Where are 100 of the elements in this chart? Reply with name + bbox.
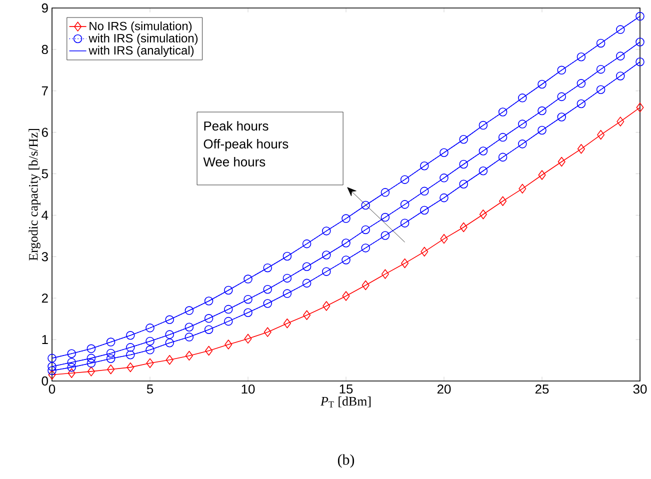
point bbox=[126, 350, 135, 360]
point bbox=[263, 285, 272, 294]
point bbox=[440, 174, 448, 182]
point bbox=[146, 324, 154, 332]
point bbox=[381, 269, 389, 279]
point bbox=[498, 132, 508, 142]
point bbox=[263, 299, 272, 308]
point bbox=[636, 102, 644, 112]
point bbox=[440, 234, 448, 244]
point bbox=[479, 210, 487, 220]
point bbox=[420, 206, 429, 215]
point bbox=[146, 346, 154, 354]
point bbox=[636, 12, 644, 21]
point bbox=[420, 246, 428, 257]
point bbox=[518, 140, 527, 148]
point bbox=[557, 112, 566, 122]
point bbox=[440, 193, 448, 202]
point bbox=[263, 263, 272, 272]
point bbox=[322, 250, 331, 260]
point bbox=[401, 258, 409, 268]
point bbox=[67, 349, 76, 358]
point bbox=[459, 134, 468, 144]
x-tick-label: 30 bbox=[633, 384, 647, 394]
point bbox=[518, 120, 527, 128]
point bbox=[166, 354, 174, 365]
point bbox=[165, 338, 174, 348]
point bbox=[380, 188, 390, 197]
point bbox=[146, 336, 154, 346]
point bbox=[557, 92, 566, 102]
y-tick-label: 2 bbox=[42, 294, 48, 303]
point bbox=[518, 184, 526, 194]
x-tick-label: 25 bbox=[535, 384, 549, 394]
point bbox=[538, 126, 546, 135]
legend-label: with IRS (analytical) bbox=[88, 46, 194, 57]
point bbox=[67, 362, 76, 372]
point bbox=[616, 52, 625, 60]
point bbox=[184, 322, 194, 332]
point bbox=[86, 358, 96, 368]
point bbox=[322, 267, 331, 276]
annotation: Peak hours bbox=[204, 121, 268, 131]
point bbox=[342, 291, 350, 301]
point bbox=[48, 370, 56, 380]
point bbox=[322, 301, 330, 311]
point bbox=[636, 38, 644, 46]
point bbox=[107, 364, 115, 374]
point bbox=[165, 315, 174, 324]
y-tick-label: 4 bbox=[42, 210, 48, 220]
point bbox=[205, 346, 213, 356]
point bbox=[636, 57, 644, 66]
point bbox=[380, 212, 390, 222]
point bbox=[302, 262, 312, 271]
point bbox=[264, 327, 272, 337]
annotation: Off-peak hours bbox=[204, 139, 288, 152]
point bbox=[244, 294, 252, 304]
y-tick-label: 9 bbox=[42, 3, 48, 13]
y-tick-label: 5 bbox=[42, 169, 48, 178]
point bbox=[400, 200, 410, 209]
point bbox=[322, 226, 331, 236]
point bbox=[184, 306, 194, 315]
point bbox=[244, 334, 252, 344]
point bbox=[146, 358, 154, 368]
point bbox=[224, 286, 233, 295]
point bbox=[48, 354, 56, 363]
point bbox=[302, 278, 312, 288]
point bbox=[204, 314, 214, 323]
x-tick-label: 10 bbox=[242, 384, 255, 394]
point bbox=[165, 330, 174, 339]
y-tick-label: 3 bbox=[42, 252, 48, 262]
y-tick-label: 1 bbox=[42, 335, 48, 344]
point bbox=[67, 358, 76, 367]
point bbox=[577, 144, 585, 154]
point bbox=[596, 64, 606, 74]
point bbox=[400, 218, 410, 228]
point bbox=[576, 99, 586, 108]
point bbox=[86, 344, 96, 354]
point bbox=[342, 214, 350, 223]
point bbox=[106, 354, 116, 363]
point bbox=[185, 350, 193, 361]
point bbox=[106, 338, 116, 346]
point bbox=[86, 354, 96, 363]
point bbox=[616, 72, 625, 80]
point bbox=[362, 280, 370, 290]
point bbox=[48, 366, 56, 376]
point bbox=[361, 244, 370, 252]
y-tick-label: 8 bbox=[42, 44, 48, 54]
point bbox=[616, 25, 625, 34]
point bbox=[557, 66, 566, 75]
point bbox=[342, 256, 350, 264]
point bbox=[361, 200, 370, 210]
point bbox=[478, 166, 488, 176]
y-tick-label: 0 bbox=[42, 376, 48, 386]
point bbox=[302, 239, 312, 248]
point bbox=[342, 238, 350, 248]
point bbox=[126, 362, 134, 372]
point bbox=[224, 340, 232, 350]
x-tick-label: 0 bbox=[48, 384, 56, 394]
point bbox=[478, 146, 488, 156]
y-tick-label: 7 bbox=[42, 86, 48, 96]
point bbox=[380, 231, 390, 240]
point bbox=[576, 79, 586, 88]
